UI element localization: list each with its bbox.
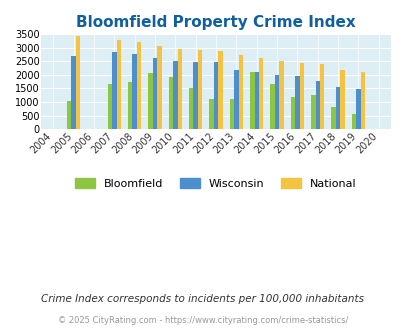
- Bar: [270, 84, 274, 129]
- Bar: [177, 49, 182, 129]
- Bar: [258, 58, 263, 129]
- Bar: [67, 101, 71, 129]
- Bar: [148, 73, 152, 129]
- Bar: [254, 73, 258, 129]
- Bar: [351, 114, 355, 129]
- Bar: [189, 88, 193, 129]
- Bar: [218, 51, 222, 129]
- Bar: [112, 52, 116, 129]
- Bar: [157, 47, 161, 129]
- Bar: [193, 62, 198, 129]
- Bar: [335, 87, 339, 129]
- Text: Crime Index corresponds to incidents per 100,000 inhabitants: Crime Index corresponds to incidents per…: [41, 294, 364, 304]
- Text: © 2025 CityRating.com - https://www.cityrating.com/crime-statistics/: © 2025 CityRating.com - https://www.city…: [58, 316, 347, 325]
- Bar: [198, 50, 202, 129]
- Bar: [168, 78, 173, 129]
- Bar: [339, 70, 344, 129]
- Bar: [310, 95, 315, 129]
- Bar: [234, 70, 238, 129]
- Bar: [71, 56, 76, 129]
- Bar: [330, 107, 335, 129]
- Bar: [355, 89, 360, 129]
- Bar: [132, 54, 136, 129]
- Bar: [107, 84, 112, 129]
- Bar: [249, 72, 254, 129]
- Title: Bloomfield Property Crime Index: Bloomfield Property Crime Index: [76, 15, 355, 30]
- Bar: [279, 61, 283, 129]
- Legend: Bloomfield, Wisconsin, National: Bloomfield, Wisconsin, National: [72, 175, 359, 192]
- Bar: [209, 99, 213, 129]
- Bar: [213, 62, 218, 129]
- Bar: [360, 72, 364, 129]
- Bar: [173, 61, 177, 129]
- Bar: [128, 82, 132, 129]
- Bar: [290, 97, 294, 129]
- Bar: [294, 76, 299, 129]
- Bar: [299, 62, 303, 129]
- Bar: [76, 36, 80, 129]
- Bar: [116, 40, 121, 129]
- Bar: [136, 42, 141, 129]
- Bar: [315, 81, 319, 129]
- Bar: [152, 58, 157, 129]
- Bar: [319, 64, 324, 129]
- Bar: [274, 75, 279, 129]
- Bar: [238, 55, 243, 129]
- Bar: [229, 99, 234, 129]
